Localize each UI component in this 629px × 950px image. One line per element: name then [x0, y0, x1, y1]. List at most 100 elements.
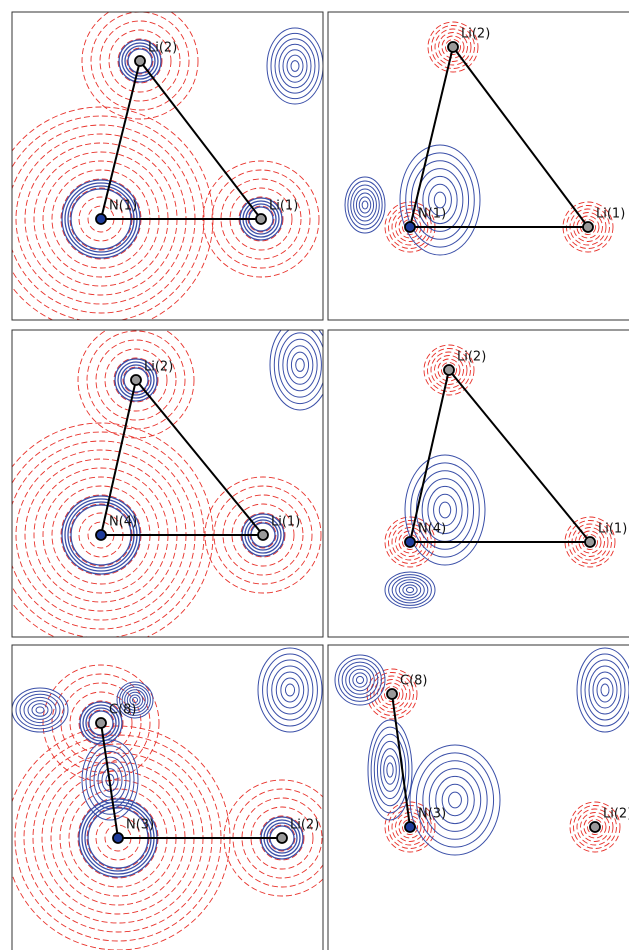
positive-contour: [355, 192, 375, 218]
positive-contour: [600, 683, 610, 697]
atom-label: N(1): [418, 207, 446, 222]
negative-contour: [573, 805, 617, 849]
positive-contour: [422, 175, 458, 225]
negative-contour: [564, 516, 616, 568]
negative-contour: [569, 801, 621, 853]
positive-contour: [427, 485, 463, 535]
positive-contour: [395, 579, 425, 601]
negative-contour: [77, 330, 195, 439]
positive-contour: [388, 574, 432, 606]
negative-contour: [434, 355, 464, 385]
positive-contour: [404, 454, 486, 566]
positive-contour: [124, 689, 146, 711]
positive-contour: [348, 668, 372, 692]
atom-label: N(4): [109, 515, 137, 530]
positive-contour: [257, 647, 323, 733]
negative-contour: [104, 348, 168, 412]
positive-contour: [121, 42, 159, 80]
positive-contour: [380, 748, 400, 792]
atom-label: N(3): [418, 807, 446, 822]
negative-contour: [113, 357, 159, 403]
negative-contour: [427, 348, 471, 392]
negative-contour: [434, 28, 472, 66]
positive-contour: [270, 32, 320, 100]
positive-contour: [409, 744, 501, 856]
positive-contour: [422, 760, 488, 840]
negative-contour: [108, 29, 172, 93]
positive-contour: [282, 338, 318, 392]
negative-contour: [441, 362, 457, 378]
negative-contour: [391, 808, 429, 846]
positive-contour: [350, 184, 380, 226]
positive-contour: [19, 693, 61, 727]
positive-contour: [338, 658, 382, 702]
negative-contour: [430, 351, 468, 389]
negative-contour: [438, 32, 468, 62]
negative-contour: [580, 812, 610, 842]
negative-contour: [398, 815, 422, 839]
positive-contour: [384, 571, 436, 609]
positive-contour: [448, 791, 462, 809]
positive-contour: [410, 462, 480, 558]
atom-label: Li(2): [290, 818, 319, 833]
positive-contour: [88, 710, 114, 736]
negative-contour: [377, 679, 407, 709]
positive-contour: [31, 703, 49, 717]
atom: [589, 821, 601, 833]
positive-contour: [290, 60, 300, 72]
atom: [443, 364, 455, 376]
negative-contour: [441, 35, 465, 59]
positive-contour: [410, 160, 470, 240]
atom: [95, 529, 107, 541]
positive-contour: [23, 696, 57, 724]
negative-contour: [587, 819, 603, 835]
positive-contour: [286, 345, 314, 385]
bond: [448, 369, 591, 543]
atom: [404, 536, 416, 548]
positive-contour: [116, 681, 154, 719]
panel-frame: [327, 11, 629, 321]
bond: [100, 379, 137, 536]
bond: [135, 379, 264, 536]
positive-contour: [280, 677, 300, 703]
negative-contour: [95, 339, 177, 421]
positive-contour: [273, 330, 323, 405]
positive-contour: [286, 54, 304, 78]
positive-contour: [266, 659, 314, 721]
positive-contour: [341, 661, 379, 699]
positive-contour: [334, 654, 386, 706]
negative-contour: [122, 366, 150, 394]
negative-contour: [576, 215, 600, 239]
atom-label: N(4): [418, 522, 446, 537]
positive-contour: [278, 332, 322, 398]
positive-contour: [121, 686, 149, 714]
positive-contour: [120, 364, 152, 396]
atom: [276, 832, 288, 844]
atom-label: Li(2): [603, 807, 629, 822]
negative-contour: [250, 806, 314, 870]
positive-contour: [398, 581, 422, 599]
positive-contour: [82, 704, 120, 742]
positive-contour: [383, 755, 397, 785]
negative-contour: [231, 503, 295, 567]
positive-contour: [85, 745, 135, 815]
positive-contour: [131, 696, 139, 704]
positive-contour: [353, 188, 377, 222]
negative-contour: [431, 25, 475, 69]
positive-contour: [405, 152, 475, 248]
positive-contour: [592, 671, 618, 709]
positive-contour: [274, 38, 316, 94]
positive-contour: [126, 691, 144, 709]
negative-contour: [87, 709, 115, 737]
positive-contour: [85, 707, 117, 739]
negative-contour: [229, 187, 293, 251]
negative-contour: [126, 47, 154, 75]
negative-contour: [99, 20, 181, 102]
positive-contour: [344, 176, 386, 234]
atom-label: Li(1): [271, 515, 300, 530]
positive-contour: [269, 330, 323, 411]
negative-contour: [437, 358, 461, 382]
panel: N(4) Li(2) Li(1): [12, 330, 323, 637]
negative-contour: [90, 12, 190, 111]
